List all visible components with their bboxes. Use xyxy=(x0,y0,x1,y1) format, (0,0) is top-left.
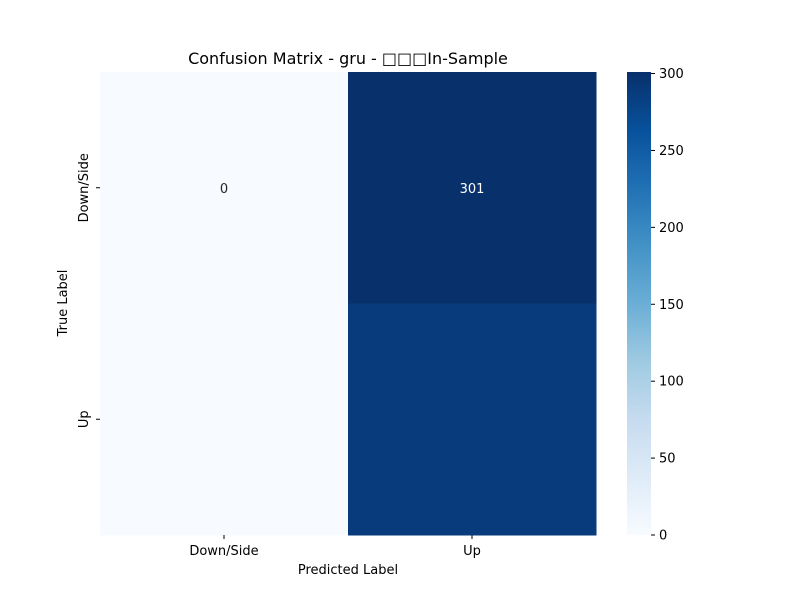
colorbar-tick-label: 150 xyxy=(659,298,684,313)
heatmap-cell xyxy=(348,303,597,536)
cell-annotation: 0 xyxy=(220,182,228,197)
heatmap-cell xyxy=(100,303,349,536)
chart-title: Confusion Matrix - gru - □□□In-Sample xyxy=(188,49,508,68)
colorbar-tick-label: 200 xyxy=(659,221,684,236)
colorbar-tick-label: 100 xyxy=(659,375,684,390)
x-tick-label: Up xyxy=(463,544,481,559)
x-axis: Down/Side Up xyxy=(189,535,481,559)
colorbar xyxy=(627,72,651,535)
heatmap-cell-annotations: 0 301 xyxy=(220,182,485,197)
x-tick-label: Down/Side xyxy=(189,544,258,559)
colorbar-tick-label: 250 xyxy=(659,144,684,159)
colorbar-tick-label: 0 xyxy=(659,529,667,544)
colorbar-axis: 0 50 100 150 200 250 300 xyxy=(651,67,684,544)
y-axis: Down/Side Up xyxy=(77,153,100,428)
colorbar-tick-label: 50 xyxy=(659,452,676,467)
y-tick-label: Up xyxy=(77,410,92,428)
y-axis-label: True Label xyxy=(56,270,71,338)
x-axis-label: Predicted Label xyxy=(298,563,398,578)
colorbar-tick-label: 300 xyxy=(659,67,684,82)
y-tick-label: Down/Side xyxy=(77,153,92,222)
cell-annotation: 301 xyxy=(460,182,485,197)
heatmap-cells xyxy=(100,72,597,536)
heatmap-cell xyxy=(100,72,349,304)
heatmap-cell xyxy=(348,72,597,304)
